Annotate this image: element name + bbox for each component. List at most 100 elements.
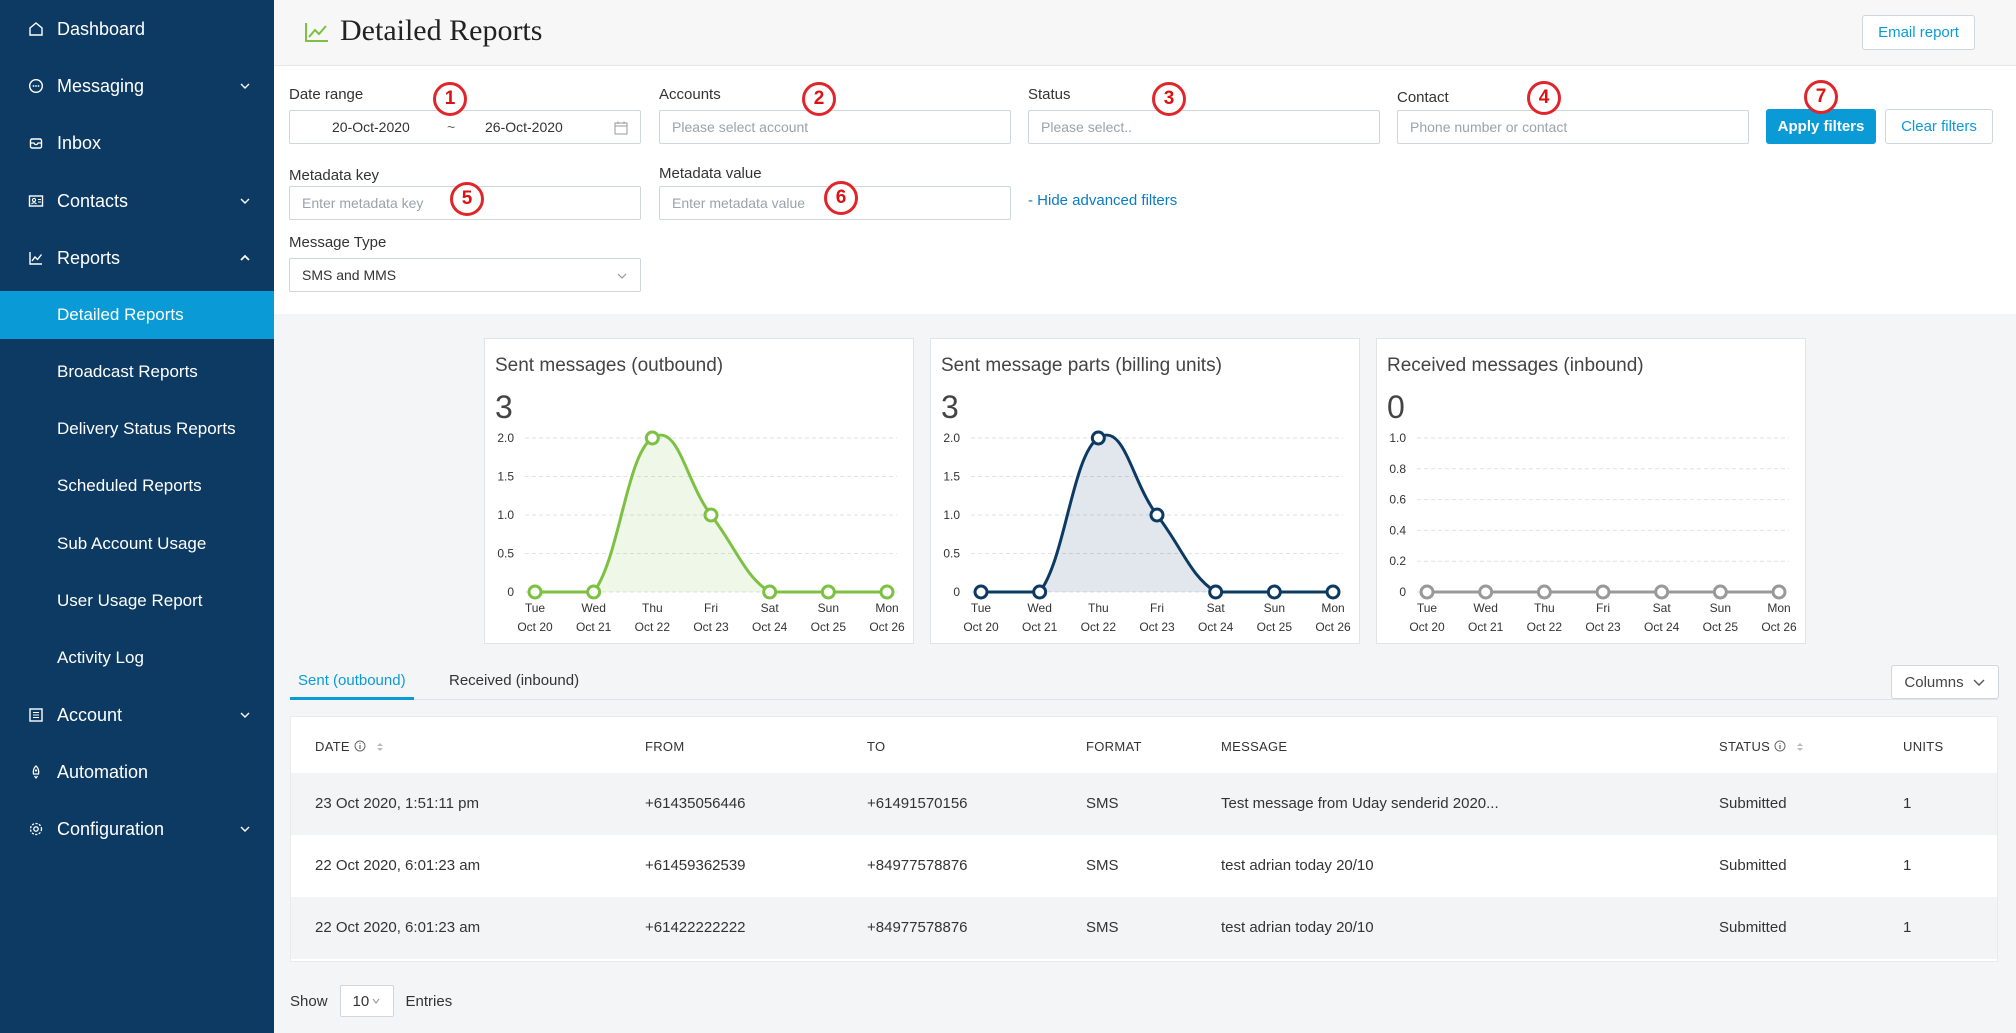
- report-tabs: Sent (outbound) Received (inbound): [290, 666, 1998, 700]
- message-type-label: Message Type: [289, 234, 387, 251]
- x-tick-date-label: Oct 22: [1527, 620, 1563, 634]
- hide-advanced-filters-link[interactable]: - Hide advanced filters: [1028, 192, 1178, 209]
- x-tick-date-label: Oct 21: [576, 620, 612, 634]
- columns-label: Columns: [1904, 673, 1964, 691]
- cell-date: 22 Oct 2020, 6:01:23 am: [315, 919, 481, 936]
- sidebar-item-label: Account: [57, 704, 123, 725]
- table-row[interactable]: 22 Oct 2020, 6:01:23 am +61422222222 +84…: [291, 897, 1997, 959]
- apply-filters-button[interactable]: Apply filters: [1766, 109, 1876, 144]
- cell-units: 1: [1903, 919, 1912, 936]
- sidebar-item-broadcast-reports[interactable]: Broadcast Reports: [0, 348, 274, 396]
- column-header-status[interactable]: STATUS: [1719, 739, 1804, 754]
- columns-button[interactable]: Columns: [1891, 665, 1999, 699]
- y-tick-label: 0: [953, 585, 960, 599]
- sidebar-item-detailed-reports[interactable]: Detailed Reports: [0, 291, 274, 339]
- y-tick-label: 1.5: [497, 470, 514, 484]
- chart-card-sent-messages: Sent messages (outbound) 3 0 0.5 1.0 1.5 2.0…: [484, 338, 914, 644]
- sidebar-item-reports[interactable]: Reports: [0, 234, 274, 282]
- data-point: [527, 584, 543, 600]
- sidebar-item-automation[interactable]: Automation: [0, 748, 274, 796]
- series-line: [535, 433, 887, 594]
- tab-received-inbound[interactable]: Received (inbound): [449, 672, 580, 689]
- chart-icon: [27, 249, 45, 267]
- cell-to: +84977578876: [867, 857, 968, 874]
- date-range-input[interactable]: 20-Oct-2020 ~ 26-Oct-2020: [289, 110, 641, 144]
- annotation-marker: 2: [802, 82, 836, 116]
- sidebar-item-user-usage-report[interactable]: User Usage Report: [0, 577, 274, 625]
- column-header-date[interactable]: DATE: [315, 739, 384, 754]
- accounts-select[interactable]: Please select account: [659, 110, 1011, 144]
- message-type-select[interactable]: SMS and MMS: [289, 258, 641, 292]
- x-tick-date-label: Oct 23: [1139, 620, 1175, 634]
- sidebar: Dashboard Messaging Inbox Contacts Repor…: [0, 0, 274, 1033]
- sidebar-item-account[interactable]: Account: [0, 691, 274, 739]
- chevron-down-icon: [240, 712, 250, 718]
- info-icon: [1774, 740, 1786, 752]
- chat-icon: [27, 77, 45, 95]
- y-tick-label: 2.0: [497, 431, 514, 445]
- sidebar-item-label: Configuration: [57, 818, 165, 839]
- cell-to: +84977578876: [867, 919, 968, 936]
- page-size-select[interactable]: 10: [339, 985, 394, 1017]
- page-title: Detailed Reports: [340, 14, 543, 47]
- y-tick-label: 0.8: [1389, 462, 1406, 476]
- chart-total: 3: [495, 389, 513, 425]
- clear-filters-button[interactable]: Clear filters: [1885, 109, 1993, 144]
- cell-units: 1: [1903, 795, 1912, 812]
- status-select[interactable]: Please select..: [1028, 110, 1380, 144]
- x-tick-day-label: Thu: [1088, 601, 1109, 615]
- chevron-down-icon: [1973, 679, 1985, 686]
- cell-status: Submitted: [1719, 795, 1787, 812]
- y-tick-label: 1.0: [943, 508, 960, 522]
- data-point: [1595, 584, 1611, 600]
- cell-from: +61422222222: [645, 919, 746, 936]
- chart-svg: 0 0.5 1.0 1.5 2.0 Tue Oct 20 Wed Oct 21 Thu Oct 22…: [497, 430, 905, 634]
- cell-format: SMS: [1086, 857, 1119, 874]
- sidebar-item-label: Delivery Status Reports: [57, 419, 236, 438]
- sidebar-item-messaging[interactable]: Messaging: [0, 62, 274, 110]
- column-header-units: UNITS: [1903, 739, 1944, 754]
- x-tick-date-label: Oct 20: [1409, 620, 1445, 634]
- x-tick-date-label: Oct 20: [517, 620, 553, 634]
- annotation-marker: 5: [450, 182, 484, 216]
- page-size-value: 10: [352, 992, 370, 1010]
- x-tick-date-label: Oct 26: [869, 620, 905, 634]
- sidebar-item-inbox[interactable]: Inbox: [0, 119, 274, 167]
- table-row[interactable]: 23 Oct 2020, 1:51:11 pm +61435056446 +61…: [291, 773, 1997, 835]
- data-point: [973, 584, 989, 600]
- sidebar-item-contacts[interactable]: Contacts: [0, 177, 274, 225]
- accounts-label: Accounts: [659, 86, 721, 103]
- data-point: [1325, 584, 1341, 600]
- data-point: [1419, 584, 1435, 600]
- x-tick-date-label: Oct 25: [1703, 620, 1739, 634]
- x-tick-day-label: Tue: [971, 601, 992, 615]
- sidebar-item-sub-account-usage[interactable]: Sub Account Usage: [0, 520, 274, 568]
- x-tick-day-label: Tue: [1417, 601, 1438, 615]
- date-from: 20-Oct-2020: [332, 119, 410, 135]
- column-header-format: FORMAT: [1086, 739, 1142, 754]
- x-tick-day-label: Sat: [761, 601, 780, 615]
- home-icon: [27, 20, 45, 38]
- sidebar-item-delivery-status-reports[interactable]: Delivery Status Reports: [0, 405, 274, 453]
- pagination-footer: Show 10 Entries: [290, 984, 452, 1018]
- contact-input[interactable]: Phone number or contact: [1397, 110, 1749, 144]
- metadata-value-label: Metadata value: [659, 165, 762, 182]
- inbox-icon: [27, 134, 45, 152]
- series-area: [981, 435, 1333, 592]
- x-tick-date-label: Oct 25: [1257, 620, 1293, 634]
- x-tick-day-label: Sun: [818, 601, 839, 615]
- email-report-button[interactable]: Email report: [1862, 15, 1975, 50]
- sidebar-item-dashboard[interactable]: Dashboard: [0, 5, 274, 53]
- sidebar-item-scheduled-reports[interactable]: Scheduled Reports: [0, 462, 274, 510]
- automation-icon: [27, 763, 45, 781]
- chevron-up-icon: [240, 254, 250, 261]
- tab-sent-outbound[interactable]: Sent (outbound): [290, 672, 414, 700]
- x-tick-day-label: Fri: [704, 601, 718, 615]
- annotation-marker: 1: [433, 82, 467, 116]
- series-area: [535, 435, 887, 592]
- sidebar-item-configuration[interactable]: Configuration: [0, 805, 274, 853]
- column-header-label: DATE: [315, 739, 350, 754]
- y-tick-label: 2.0: [943, 431, 960, 445]
- sidebar-item-activity-log[interactable]: Activity Log: [0, 634, 274, 682]
- table-row[interactable]: 22 Oct 2020, 6:01:23 am +61459362539 +84…: [291, 835, 1997, 897]
